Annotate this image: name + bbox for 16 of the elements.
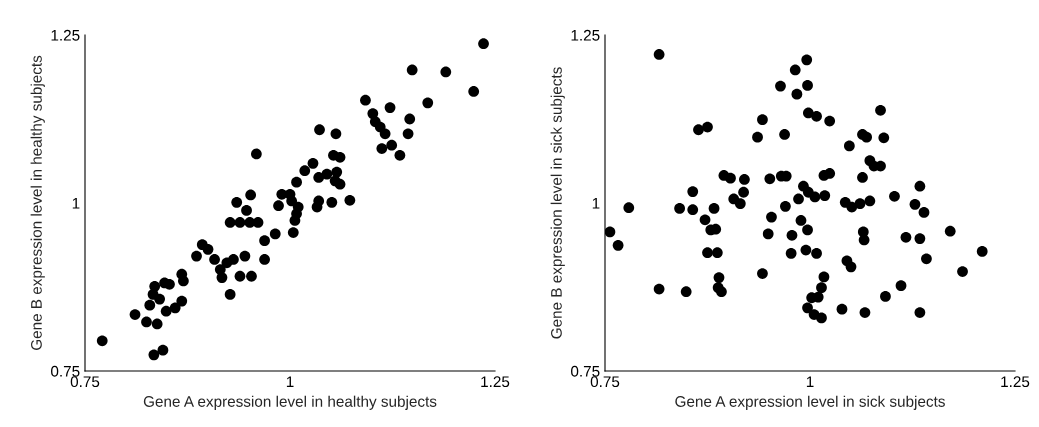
x-tick-label: 0.75	[590, 376, 620, 388]
y-tick-label: 1	[72, 198, 80, 209]
x-tick-label: 1	[806, 376, 814, 387]
x-tick-label: 1.25	[1001, 376, 1030, 388]
x-axis-title: Gene A expression level in sick subjects	[675, 395, 945, 410]
y-axis-title: Gene B expression level in healthy subjects	[30, 55, 45, 350]
x-axis-title: Gene A expression level in healthy subjects	[143, 395, 437, 410]
x-tick-label: 0.75	[70, 376, 100, 388]
y-tick-label: 1.25	[571, 29, 600, 41]
y-axis-title: Gene B expression level in sick subjects	[550, 67, 565, 339]
y-tick-label: 1	[592, 198, 600, 209]
y-tick-label: 0.75	[51, 365, 80, 377]
y-tick-label: 1.25	[51, 29, 80, 41]
x-tick-label: 1.25	[481, 376, 510, 388]
y-tick-label: 0.75	[571, 365, 600, 377]
x-tick-label: 1	[286, 376, 294, 387]
